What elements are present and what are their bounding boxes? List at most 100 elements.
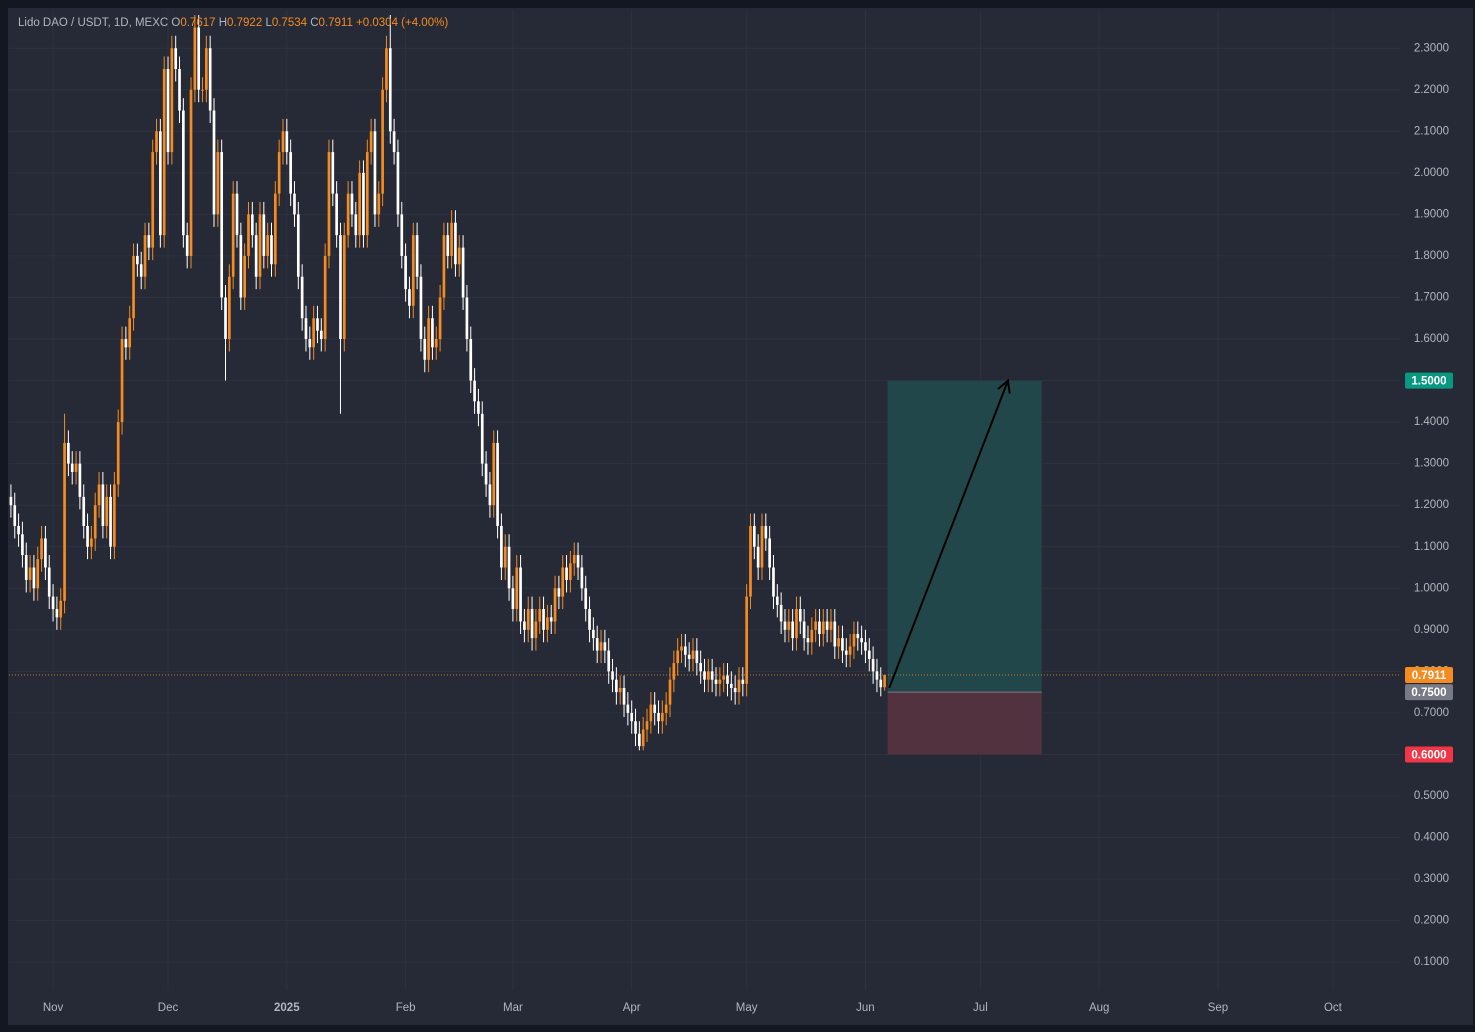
candle-body [47,567,51,597]
candle-body [569,563,572,580]
candle-body [239,235,243,298]
candle-body [825,621,829,630]
candle-body [503,546,507,568]
candle-body [70,463,74,472]
candle-body [584,588,588,610]
candle-body [388,48,392,132]
price-badge-label: 1.5000 [1411,376,1446,388]
candle-body [147,235,151,248]
candle-body [461,247,465,298]
candle-body [538,609,542,622]
candle-body [580,567,584,589]
candle-body [442,235,446,298]
candle-body [201,89,204,91]
candle-body [266,235,269,256]
y-tick-label: 0.3000 [1414,873,1449,885]
price-badge-label: 0.7911 [1412,670,1447,682]
candle-body [741,679,745,684]
candle-body [829,621,833,630]
candle-body [97,484,101,506]
candle-body [216,152,220,215]
x-tick-label: Jul [973,1002,988,1014]
ohlc-label: O [171,17,181,29]
candle-body [331,152,335,194]
ohlc-value: 0.7534 [271,17,308,29]
price-badge [1405,684,1453,701]
candle-body [484,463,488,485]
candle-body [588,609,591,630]
candle-body [312,318,315,348]
candle-body [480,413,484,464]
candle-body [36,559,40,589]
axis: 0.1000 0.2000 0.3000 0.4000 0.5000 0.6000 0.70… [43,42,1453,1014]
candle-body [634,721,637,734]
ohlc-legend: O0.7617 H0.7922 L0.7534 C0.7911 [171,17,356,29]
candle-body [93,505,97,539]
plot [9,14,1400,755]
candle-body [477,401,480,414]
candle-body [672,663,676,680]
x-tick-label: May [736,1002,758,1014]
y-tick-label: 1.7000 [1414,292,1449,304]
y-tick-label: 1.1000 [1414,541,1449,553]
candle-body [9,496,13,506]
y-tick-label: 1.9000 [1414,208,1449,220]
candle-body [82,496,86,526]
candle-body [243,255,247,298]
candle-body [55,609,59,618]
candle-body [139,264,143,277]
candle-body [270,235,273,265]
candle-body [385,48,388,90]
candle-body [381,89,384,194]
candle-body [319,330,323,340]
candle-body [101,484,105,526]
candle-body [21,534,24,556]
candle-body [607,650,611,672]
x-tick-label: Dec [158,1002,179,1014]
candle-body [109,496,112,547]
x-tick-label: Nov [43,1002,64,1014]
candle-body [546,617,549,630]
candle-body [618,687,622,693]
candle-body [227,276,231,340]
ohlc-label: L [265,17,272,29]
candle-body [706,671,710,680]
ohlc-value: 0.7911 [318,17,353,29]
y-tick-label: 1.6000 [1414,333,1449,345]
candle-body [63,442,66,601]
candle-body [676,650,680,664]
candle-body [293,193,296,215]
candle-body [745,596,748,684]
candle-body [411,235,415,306]
candle-body [542,609,545,630]
candle-body [714,679,718,684]
candle-body [791,621,794,639]
candle-body [576,555,580,568]
change-label: +0.0304 (+4.00%) [356,17,449,29]
candle-body [296,214,300,277]
candle-body [603,642,607,651]
candle-body [772,567,775,597]
candle-body [833,621,837,647]
candle-body [67,442,70,464]
y-tick-label: 1.3000 [1414,458,1449,470]
candle-body [649,704,653,722]
y-tick-label: 0.4000 [1414,832,1449,844]
candle-body [691,650,695,659]
y-tick-label: 0.5000 [1414,790,1449,802]
candle-body [90,538,93,547]
candle-body [680,646,683,651]
candle-body [365,152,369,236]
candle-body [182,110,185,236]
candle-body [185,235,189,256]
candle-body [124,339,128,348]
symbol-header: Lido DAO / USDT, 1D, MEXC O0.7617 H0.792… [18,17,448,29]
candle-body [488,484,492,506]
loss-zone [887,692,1042,755]
candle-body [496,442,499,526]
candle-body [235,193,239,236]
candle-body [595,638,599,651]
candle-body [208,48,212,111]
candle-body [645,721,649,730]
